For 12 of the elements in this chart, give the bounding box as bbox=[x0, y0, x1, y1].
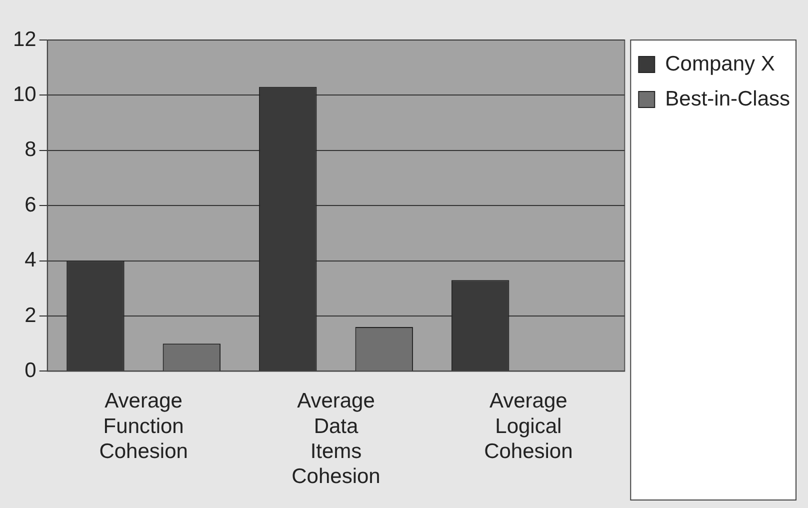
x-tick-label: Average Logical Cohesion bbox=[484, 390, 573, 463]
y-tick-label: 12 bbox=[13, 28, 36, 51]
x-tick-label: Average Data Items Cohesion bbox=[292, 390, 380, 488]
y-tick-label: 8 bbox=[24, 138, 36, 162]
y-tick-label: 6 bbox=[24, 193, 36, 216]
y-tick-label: 2 bbox=[24, 304, 36, 327]
y-tick-label: 0 bbox=[24, 358, 36, 382]
x-tick-label: Average Function Cohesion bbox=[99, 390, 188, 463]
y-tick-label: 10 bbox=[13, 82, 36, 106]
legend-label: Company X bbox=[665, 52, 775, 76]
legend-label: Best-in-Class bbox=[665, 87, 790, 110]
y-tick-label: 4 bbox=[24, 248, 37, 272]
